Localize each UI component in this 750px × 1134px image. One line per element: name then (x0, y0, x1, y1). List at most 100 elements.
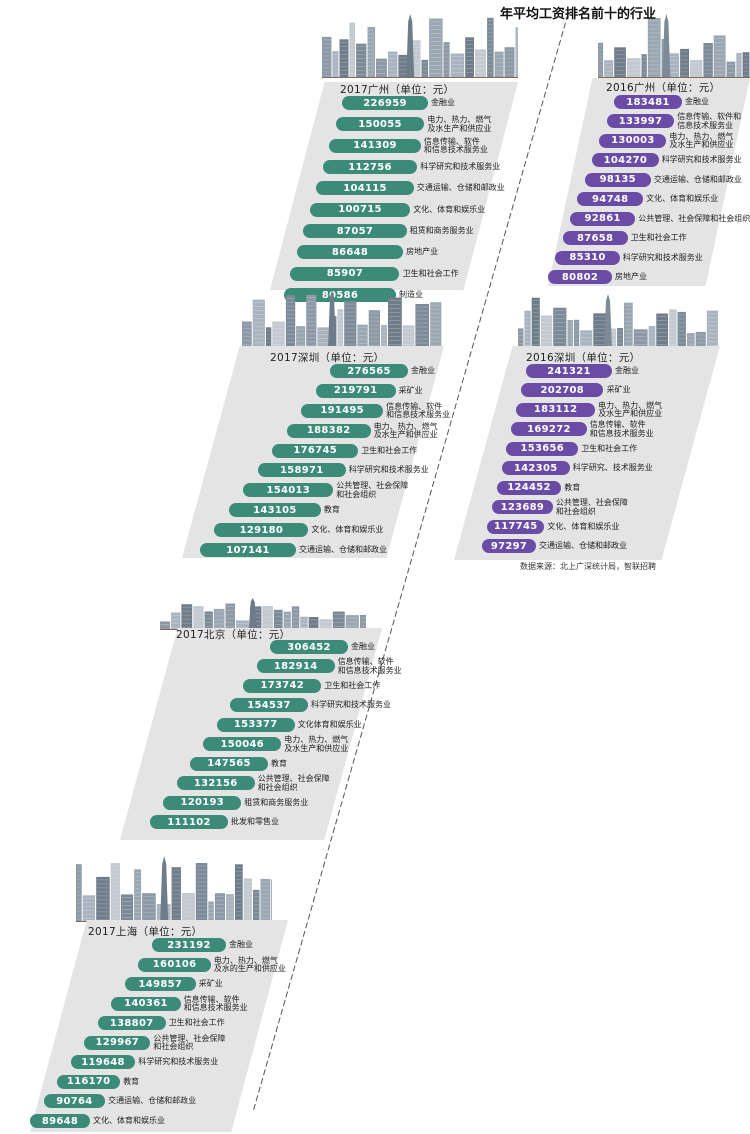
data-bar: 188382 (286, 423, 371, 438)
data-bar: 191495 (301, 403, 384, 418)
city-skyline-illustration (598, 14, 750, 78)
city-skyline-illustration (518, 294, 718, 348)
main-title: 年平均工资排名前十的行业 (500, 7, 657, 22)
data-bar: 129967 (84, 1035, 151, 1050)
category-label: 文化、体育和娱乐业 (93, 1116, 165, 1125)
skyline-building (387, 51, 398, 78)
category-label: 金融业 (229, 940, 253, 949)
city-skyline-illustration (76, 856, 272, 922)
skyline-building (421, 59, 429, 78)
panel-title: 2016深圳（单位：元） (526, 352, 641, 364)
skyline-building (647, 18, 661, 78)
skyline-building (604, 60, 614, 78)
skyline-building (415, 304, 430, 348)
category-label: 卫生和社会工作 (361, 445, 418, 455)
skyline-building (160, 621, 171, 630)
data-bar: 150046 (203, 737, 282, 752)
skyline-building (243, 878, 252, 922)
skyline-building (357, 324, 368, 348)
skyline-building (195, 863, 208, 922)
data-bar: 97297 (482, 539, 536, 553)
data-bar: 80802 (548, 270, 612, 284)
data-bar: 153377 (216, 717, 295, 732)
data-bar: 90764 (43, 1094, 106, 1109)
category-label: 电力、热力、燃气 及水生产和供应业 (669, 131, 734, 150)
category-label: 科学研究和技术服务业 (311, 700, 391, 710)
category-label: 教育 (323, 505, 340, 515)
data-bar: 173742 (243, 678, 322, 693)
skyline-building (703, 43, 713, 78)
category-label: 文化、体育和娱乐业 (547, 521, 620, 531)
skyline-building (494, 51, 504, 78)
skyline-building (607, 328, 617, 348)
skyline-building (181, 604, 193, 630)
data-bar: 133997 (606, 114, 675, 129)
skyline-building (388, 297, 402, 348)
data-bar: 112756 (322, 160, 418, 174)
skyline-building (736, 53, 742, 78)
skyline-building (680, 48, 689, 78)
data-bar: 160106 (138, 957, 211, 972)
category-label: 电力、热力、燃气 及水的生产和供应业 (213, 955, 286, 974)
skyline-building (475, 49, 486, 78)
skyline-building (306, 294, 317, 348)
category-label: 公共管理、社会保障 和社会组织 (336, 481, 409, 499)
skyline-building (82, 895, 96, 922)
skyline-building (487, 17, 494, 78)
skyline-building (367, 27, 376, 78)
data-bar: 182914 (256, 659, 335, 674)
category-label: 卫生和社会工作 (402, 268, 459, 278)
data-bar: 107141 (200, 543, 296, 557)
skyline-building (641, 54, 647, 78)
skyline-building (260, 878, 271, 922)
skyline-building (567, 320, 573, 348)
category-label: 交通运输、仓储和邮政业 (539, 541, 627, 550)
panel-title: 2016广州（单位：元） (606, 82, 721, 94)
skyline-building (624, 302, 633, 348)
skyline-building (518, 328, 524, 348)
data-bar: 154013 (243, 483, 334, 498)
category-label: 科学研究和技术服务业 (348, 465, 429, 475)
category-label: 电力、热力、燃气 及水生产和供应业 (284, 735, 349, 753)
data-bar: 231192 (152, 938, 226, 952)
category-label: 房地产业 (615, 272, 647, 281)
data-bar: 117745 (486, 519, 545, 534)
skyline-building (285, 295, 296, 348)
skyline-building (235, 864, 243, 922)
skyline-building (633, 329, 648, 348)
skyline-building (465, 37, 474, 78)
skyline-building (726, 61, 736, 78)
data-bar: 147565 (190, 756, 268, 771)
data-bar: 150055 (335, 117, 425, 132)
category-label: 信息传输、软件 和信息技术服务业 (183, 994, 248, 1013)
skyline-building (713, 35, 726, 78)
data-bar: 183112 (516, 402, 596, 417)
data-bar: 85907 (290, 266, 400, 281)
data-bar: 104115 (316, 181, 414, 196)
data-bar: 87658 (562, 231, 628, 246)
skyline-building (648, 326, 656, 348)
category-label: 公共管理、社会保障 和社会组织 (555, 498, 628, 516)
category-label: 公共管理、社会保障 和社会组织 (257, 774, 330, 792)
category-label: 批发和零售业 (231, 817, 279, 826)
skyline-building (524, 310, 531, 348)
skyline-building (134, 869, 142, 922)
category-label: 采矿业 (398, 385, 423, 395)
category-label: 电力、热力、燃气 及水生产和供应业 (373, 421, 438, 440)
skyline-building (677, 311, 686, 348)
data-bar: 153656 (506, 441, 579, 456)
skyline-building (669, 309, 677, 348)
skyline-building (337, 309, 344, 348)
category-label: 电力、热力、燃气 及水生产和供应业 (427, 115, 492, 133)
skyline-building (450, 53, 465, 78)
skyline-building (235, 620, 249, 630)
data-bar: 111102 (150, 815, 228, 829)
data-bar: 143105 (228, 503, 321, 518)
skyline-building (319, 619, 332, 630)
data-bar: 149857 (124, 977, 196, 992)
data-bar: 123689 (491, 500, 553, 515)
data-bar: 104270 (592, 153, 659, 168)
category-label: 教育 (564, 482, 581, 492)
skyline-building (120, 894, 134, 922)
skyline-building (553, 307, 567, 348)
